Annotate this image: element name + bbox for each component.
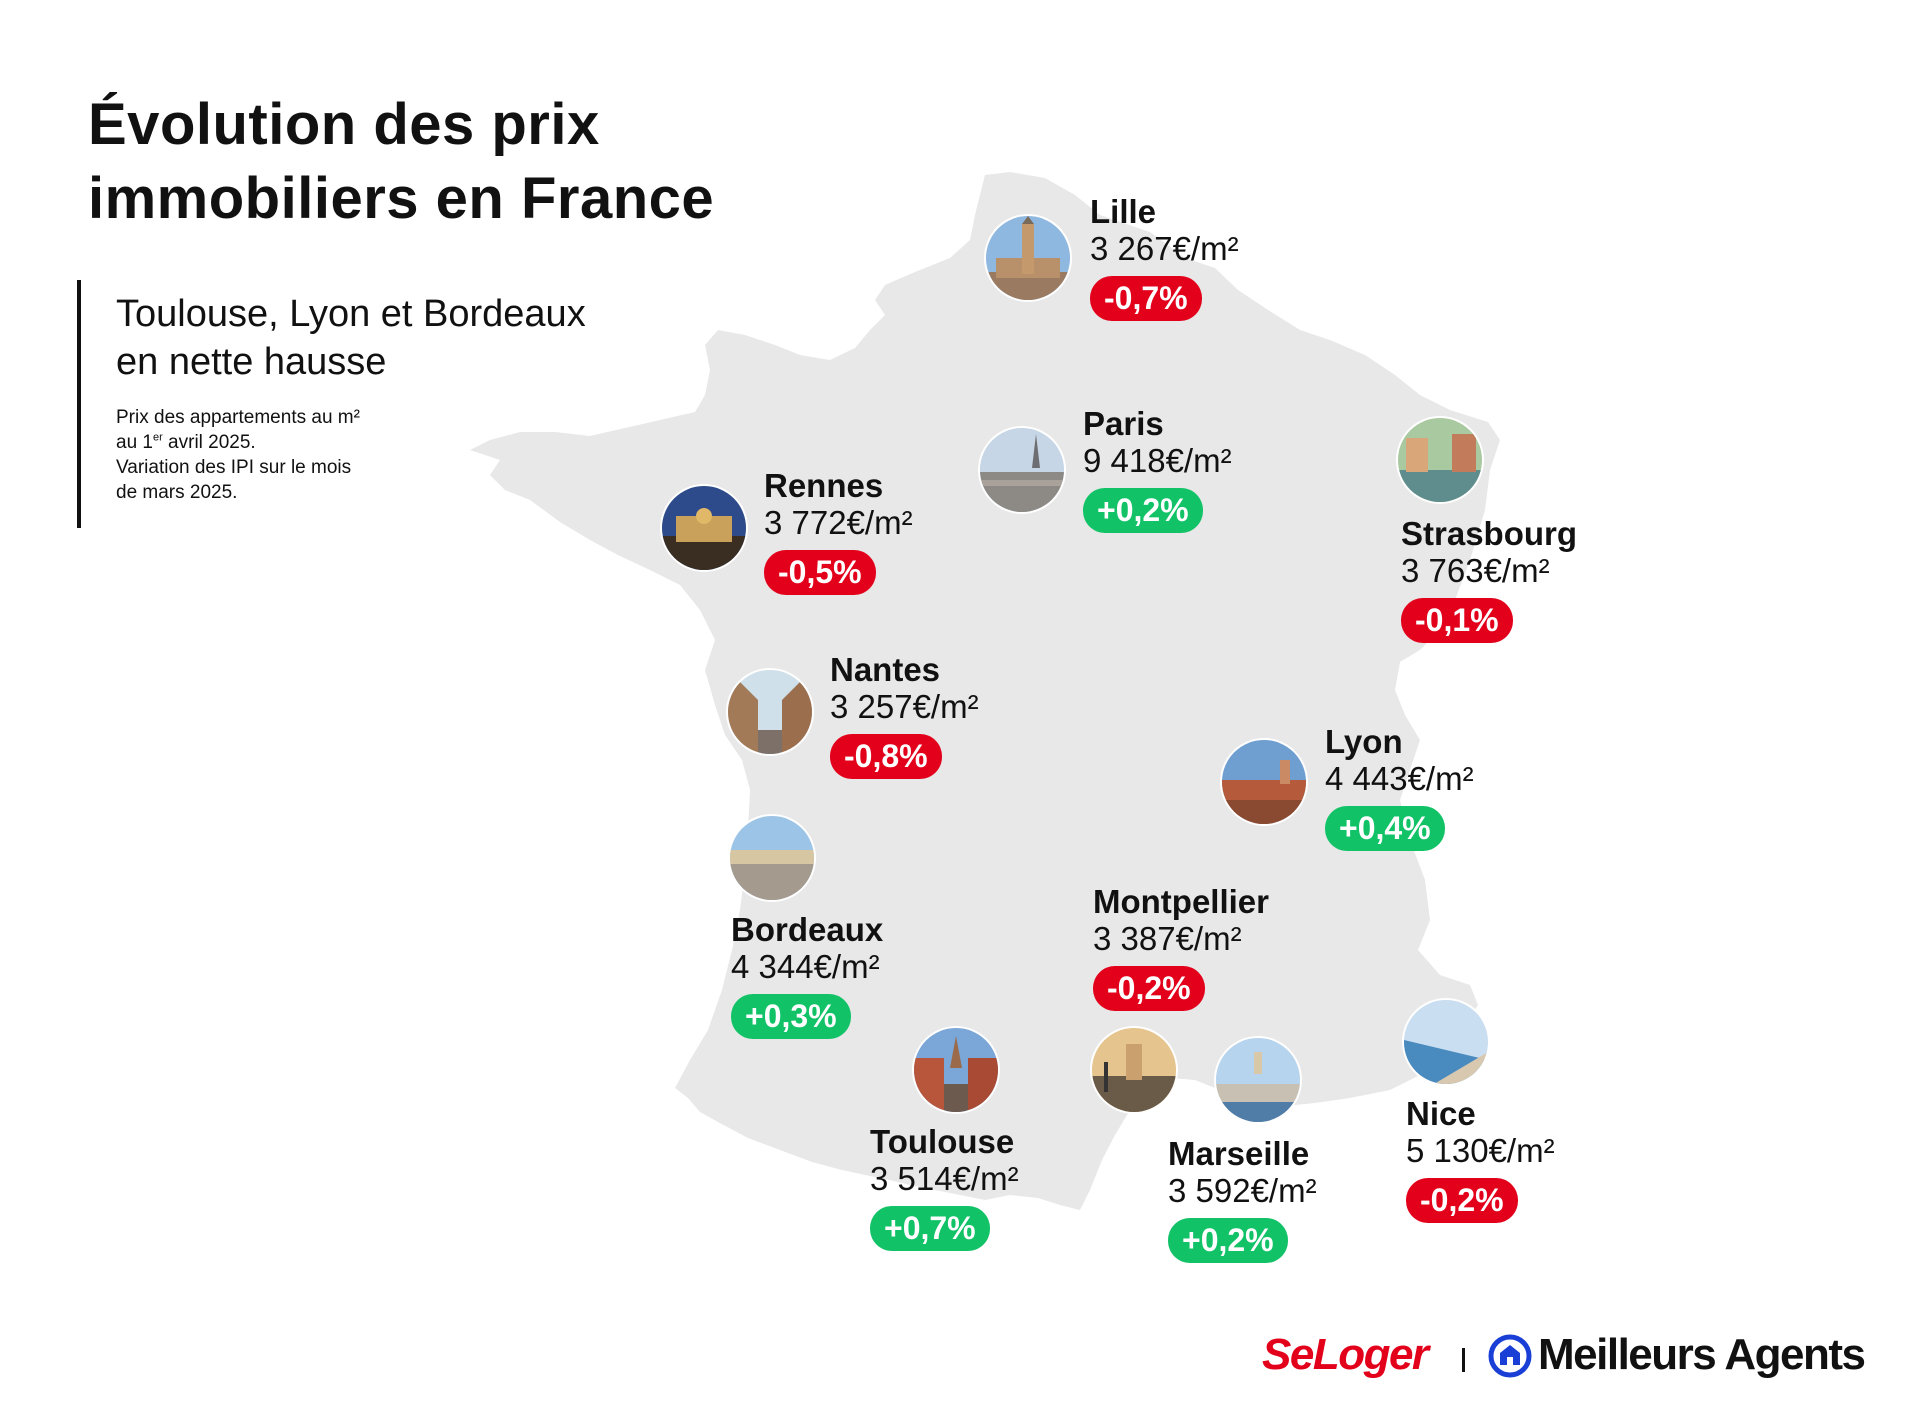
city-price: 3 267€/m² — [1090, 230, 1239, 267]
change-badge: +0,2% — [1168, 1218, 1288, 1263]
strasbourg-photo — [1398, 418, 1482, 502]
lille-photo — [986, 216, 1070, 300]
city-paris: Paris 9 418€/m² +0,2% — [1083, 406, 1232, 533]
subtitle-line-1: Toulouse, Lyon et Bordeaux — [116, 293, 586, 335]
city-price: 3 514€/m² — [870, 1160, 1019, 1197]
city-name: Marseille — [1168, 1135, 1310, 1172]
note-line-4: de mars 2025. — [116, 482, 238, 503]
city-name: Lille — [1090, 193, 1157, 230]
city-lyon: Lyon 4 443€/m² +0,4% — [1325, 724, 1474, 851]
meilleurs-agents-logo: Meilleurs Agents — [1538, 1330, 1866, 1379]
change-badge: +0,4% — [1325, 806, 1445, 851]
city-name: Toulouse — [870, 1123, 1015, 1160]
city-name: Nice — [1406, 1095, 1476, 1132]
page-title: Évolution des prix immobiliers en France — [88, 88, 714, 236]
seloger-logo: SeLoger — [1262, 1330, 1429, 1379]
side-rule — [77, 280, 81, 528]
rennes-photo — [662, 486, 746, 570]
city-price: 4 344€/m² — [731, 948, 880, 985]
note-superscript: er — [152, 431, 163, 444]
change-badge: -0,2% — [1093, 966, 1205, 1011]
subtitle-line-2: en nette hausse — [116, 341, 387, 383]
change-badge: -0,8% — [830, 734, 942, 779]
city-price: 3 387€/m² — [1093, 920, 1242, 957]
city-montpellier: Montpellier 3 387€/m² -0,2% — [1093, 884, 1269, 1011]
change-badge: -0,1% — [1401, 598, 1513, 643]
house-in-circle-icon — [1488, 1334, 1532, 1383]
city-strasbourg: Strasbourg 3 763€/m² -0,1% — [1401, 516, 1577, 643]
bordeaux-photo — [730, 816, 814, 900]
change-badge: -0,2% — [1406, 1178, 1518, 1223]
city-name: Bordeaux — [731, 911, 884, 948]
note-line-2a: au 1 — [116, 432, 153, 453]
note-line-2: au 1er avril 2025. — [116, 430, 360, 455]
city-price: 9 418€/m² — [1083, 442, 1232, 479]
note-line-3: Variation des IPI sur le mois — [116, 457, 352, 478]
city-price: 3 772€/m² — [764, 504, 913, 541]
nantes-photo — [728, 670, 812, 754]
subtitle: Toulouse, Lyon et Bordeaux en nette haus… — [116, 290, 586, 386]
city-lille: Lille 3 267€/m² -0,7% — [1090, 194, 1239, 321]
logo-separator — [1462, 1348, 1465, 1372]
toulouse-photo — [914, 1028, 998, 1112]
city-bordeaux: Bordeaux 4 344€/m² +0,3% — [731, 912, 883, 1039]
city-price: 3 257€/m² — [830, 688, 979, 725]
title-line-2: immobiliers en France — [88, 166, 715, 231]
city-price: 3 763€/m² — [1401, 552, 1550, 589]
city-marseille: Marseille 3 592€/m² +0,2% — [1168, 1136, 1317, 1263]
city-toulouse: Toulouse 3 514€/m² +0,7% — [870, 1124, 1019, 1251]
city-nantes: Nantes 3 257€/m² -0,8% — [830, 652, 979, 779]
france-shape — [470, 172, 1500, 1210]
change-badge: +0,2% — [1083, 488, 1203, 533]
city-name: Paris — [1083, 405, 1164, 442]
change-badge: -0,7% — [1090, 276, 1202, 321]
change-badge: +0,3% — [731, 994, 851, 1039]
nice-photo — [1404, 1000, 1488, 1084]
note-line-2b: avril 2025. — [162, 432, 256, 453]
city-price: 5 130€/m² — [1406, 1132, 1555, 1169]
paris-photo — [980, 428, 1064, 512]
lyon-photo — [1222, 740, 1306, 824]
title-line-1: Évolution des prix — [88, 92, 600, 157]
city-name: Lyon — [1325, 723, 1403, 760]
city-price: 4 443€/m² — [1325, 760, 1474, 797]
city-rennes: Rennes 3 772€/m² -0,5% — [764, 468, 913, 595]
note-line-1: Prix des appartements au m² — [116, 407, 360, 428]
change-badge: +0,7% — [870, 1206, 990, 1251]
marseille-photo — [1216, 1038, 1300, 1122]
montpellier-photo — [1092, 1028, 1176, 1112]
city-price: 3 592€/m² — [1168, 1172, 1317, 1209]
methodology-note: Prix des appartements au m² au 1er avril… — [116, 405, 360, 505]
city-name: Strasbourg — [1401, 515, 1578, 552]
city-nice: Nice 5 130€/m² -0,2% — [1406, 1096, 1555, 1223]
city-name: Rennes — [764, 467, 884, 504]
city-name: Montpellier — [1093, 883, 1270, 920]
city-name: Nantes — [830, 651, 941, 688]
change-badge: -0,5% — [764, 550, 876, 595]
